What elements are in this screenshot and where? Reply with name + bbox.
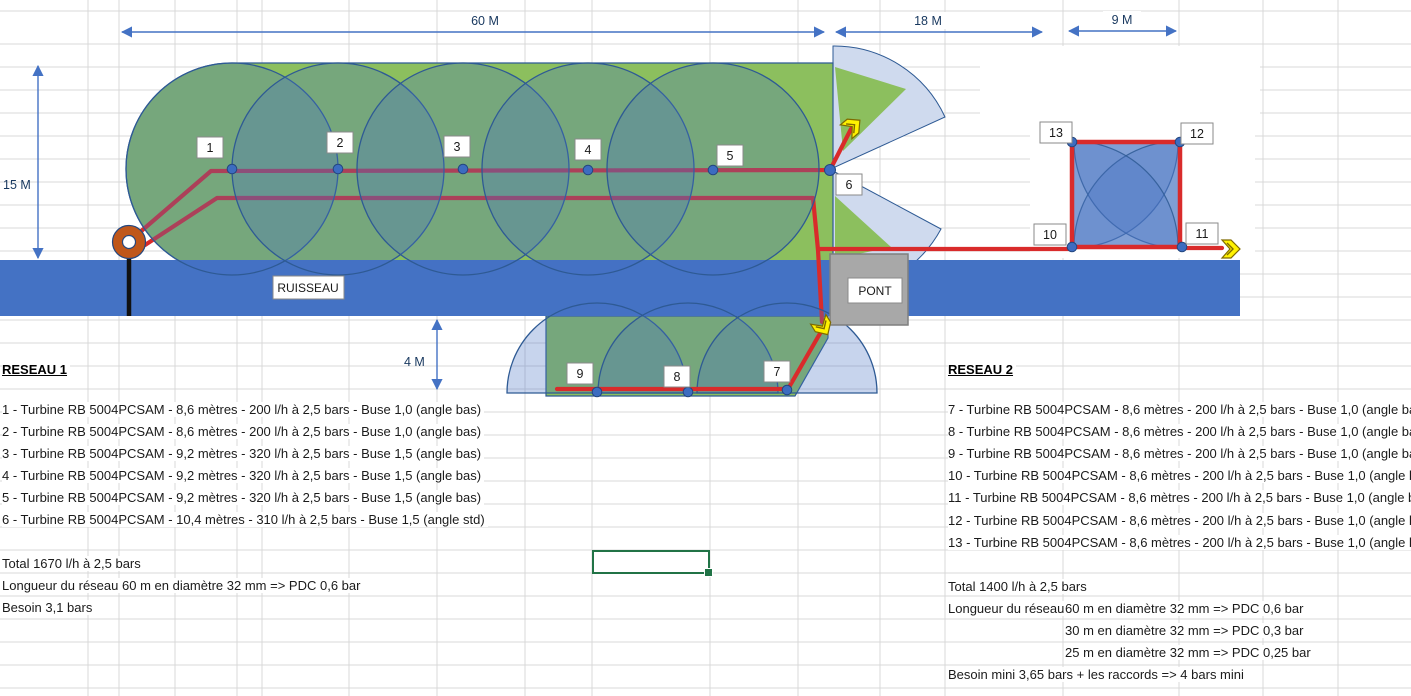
turbine-dot-1[interactable]: [226, 163, 238, 175]
network1-item: 5 - Turbine RB 5004PCSAM - 9,2 mètres - …: [2, 490, 485, 505]
svg-text:7: 7: [774, 365, 781, 379]
network2-length-value: 60 m en diamètre 32 mm => PDC 0,6 bar: [1065, 601, 1307, 616]
network2-length-value: 25 m en diamètre 32 mm => PDC 0,25 bar: [1065, 645, 1314, 660]
network2-total: Total 1400 l/h à 2,5 bars: [948, 579, 1090, 594]
turbine-dot-9[interactable]: [591, 386, 603, 398]
turbine-label-11[interactable]: 11: [1185, 222, 1219, 245]
svg-text:11: 11: [1196, 227, 1209, 241]
turbine-dot-11[interactable]: [1176, 241, 1188, 253]
svg-text:1: 1: [207, 141, 214, 155]
turbine-label-8[interactable]: 8: [663, 365, 691, 388]
dim-text-bg: [1103, 11, 1141, 28]
bridge[interactable]: PONT: [829, 253, 909, 326]
dim-text-bg: [463, 12, 507, 29]
river-label-box[interactable]: RUISSEAU: [272, 275, 345, 300]
dimension-arrows: [32, 25, 1178, 391]
dim-label-4m: 4 M: [404, 355, 425, 369]
pipe-square-loop[interactable]: [1069, 139, 1183, 250]
flow-chevrons: [809, 113, 1241, 340]
network1-length-value: 60 m en diamètre 32 mm => PDC 0,6 bar: [122, 578, 364, 593]
square-plot-base: [1072, 142, 1180, 247]
network2-length-value: 30 m en diamètre 32 mm => PDC 0,3 bar: [1065, 623, 1307, 638]
dim-label-60m: 60 M: [471, 14, 499, 28]
network2-length-label: Longueur du réseau :: [948, 601, 1075, 616]
network2-item: 12 - Turbine RB 5004PCSAM - 8,6 mètres -…: [948, 513, 1411, 528]
fill-handle[interactable]: [704, 568, 713, 577]
network2-item: 13 - Turbine RB 5004PCSAM - 8,6 mètres -…: [948, 535, 1411, 550]
network2-item: 9 - Turbine RB 5004PCSAM - 8,6 mètres - …: [948, 446, 1411, 461]
network1-item: 6 - Turbine RB 5004PCSAM - 10,4 mètres -…: [2, 512, 488, 527]
river-label: RUISSEAU: [277, 281, 338, 295]
network1-item: 2 - Turbine RB 5004PCSAM - 8,6 mètres - …: [2, 424, 485, 439]
pump-outline: [111, 224, 147, 260]
pipe-network1[interactable]: [136, 126, 854, 236]
spray-semicircle-8[interactable]: [597, 302, 779, 394]
active-cell-selection[interactable]: [592, 550, 713, 577]
network2-item: 10 - Turbine RB 5004PCSAM - 8,6 mètres -…: [948, 468, 1411, 483]
bridge-label-box: [847, 277, 903, 304]
turbine-label-5[interactable]: 5: [716, 144, 744, 167]
flow-chevron-icon[interactable]: [809, 313, 836, 340]
turbine-dot-6[interactable]: [824, 164, 836, 176]
turbine-labels: 1 2 3 4 5 6 7 8 9 10 11 12 13: [196, 121, 1219, 388]
network2-need: Besoin mini 3,65 bars + les raccords => …: [948, 667, 1247, 682]
svg-text:8: 8: [674, 370, 681, 384]
turbine-dot-7[interactable]: [781, 384, 793, 396]
spray-semicircle-9[interactable]: [506, 302, 688, 394]
svg-text:3: 3: [454, 140, 461, 154]
network2-item: 8 - Turbine RB 5004PCSAM - 8,6 mètres - …: [948, 424, 1411, 439]
svg-text:9: 9: [577, 367, 584, 381]
bridge-label: PONT: [858, 284, 892, 298]
turbine-label-6[interactable]: 6: [835, 173, 863, 196]
pump-body: [112, 225, 146, 259]
turbine-label-2[interactable]: 2: [326, 131, 354, 154]
white-mask-top: [980, 46, 1260, 114]
turbine-dot-3[interactable]: [457, 163, 469, 175]
pipe-network2-main[interactable]: [142, 195, 825, 325]
turbine-dot-5[interactable]: [707, 164, 719, 176]
dim-label-15m: 15 M: [3, 178, 31, 192]
dim-label-18m: 18 M: [914, 14, 942, 28]
turbine-label-13[interactable]: 13: [1039, 121, 1073, 144]
field-triangle-lower: [835, 196, 891, 259]
dim-text-bg: [906, 12, 950, 29]
turbine-label-3[interactable]: 3: [443, 135, 471, 158]
river[interactable]: [0, 260, 1240, 316]
turbine-label-4[interactable]: 4: [574, 138, 602, 161]
svg-text:10: 10: [1043, 228, 1057, 242]
turbine-dot-2[interactable]: [332, 163, 344, 175]
network1-length-label: Longueur du réseau :: [2, 578, 129, 593]
network1-item: 4 - Turbine RB 5004PCSAM - 9,2 mètres - …: [2, 468, 485, 483]
network1-total: Total 1670 l/h à 2,5 bars: [2, 556, 144, 571]
turbine-label-12[interactable]: 12: [1180, 122, 1214, 145]
turbine-label-9[interactable]: 9: [566, 362, 594, 385]
pump-outline-inner: [121, 234, 137, 250]
dim-label-9m: 9 M: [1112, 13, 1133, 27]
network1-item: 3 - Turbine RB 5004PCSAM - 9,2 mètres - …: [2, 446, 485, 461]
svg-text:12: 12: [1190, 127, 1204, 141]
network1-need: Besoin 3,1 bars: [2, 600, 96, 615]
svg-text:4: 4: [585, 143, 592, 157]
network1-title: RESEAU 1: [2, 362, 71, 377]
square-plot[interactable]: [1069, 139, 1183, 250]
network2-item: 11 - Turbine RB 5004PCSAM - 8,6 mètres -…: [948, 490, 1411, 505]
flow-chevron-icon[interactable]: [838, 113, 865, 140]
network1-item: 1 - Turbine RB 5004PCSAM - 8,6 mètres - …: [2, 402, 485, 417]
svg-text:6: 6: [846, 178, 853, 192]
flow-chevron-icon[interactable]: [1220, 239, 1241, 259]
turbine-label-1[interactable]: 1: [196, 136, 224, 159]
pump[interactable]: [111, 224, 147, 317]
turbine-dot-4[interactable]: [582, 164, 594, 176]
network2-title: RESEAU 2: [948, 362, 1017, 377]
svg-text:2: 2: [337, 136, 344, 150]
turbine-dot-10[interactable]: [1066, 241, 1078, 253]
svg-text:5: 5: [727, 149, 734, 163]
network2-item: 7 - Turbine RB 5004PCSAM - 8,6 mètres - …: [948, 402, 1411, 417]
svg-text:13: 13: [1049, 126, 1063, 140]
turbine-label-7[interactable]: 7: [763, 360, 791, 383]
turbine-label-10[interactable]: 10: [1033, 223, 1067, 246]
turbine-dot-8[interactable]: [682, 386, 694, 398]
